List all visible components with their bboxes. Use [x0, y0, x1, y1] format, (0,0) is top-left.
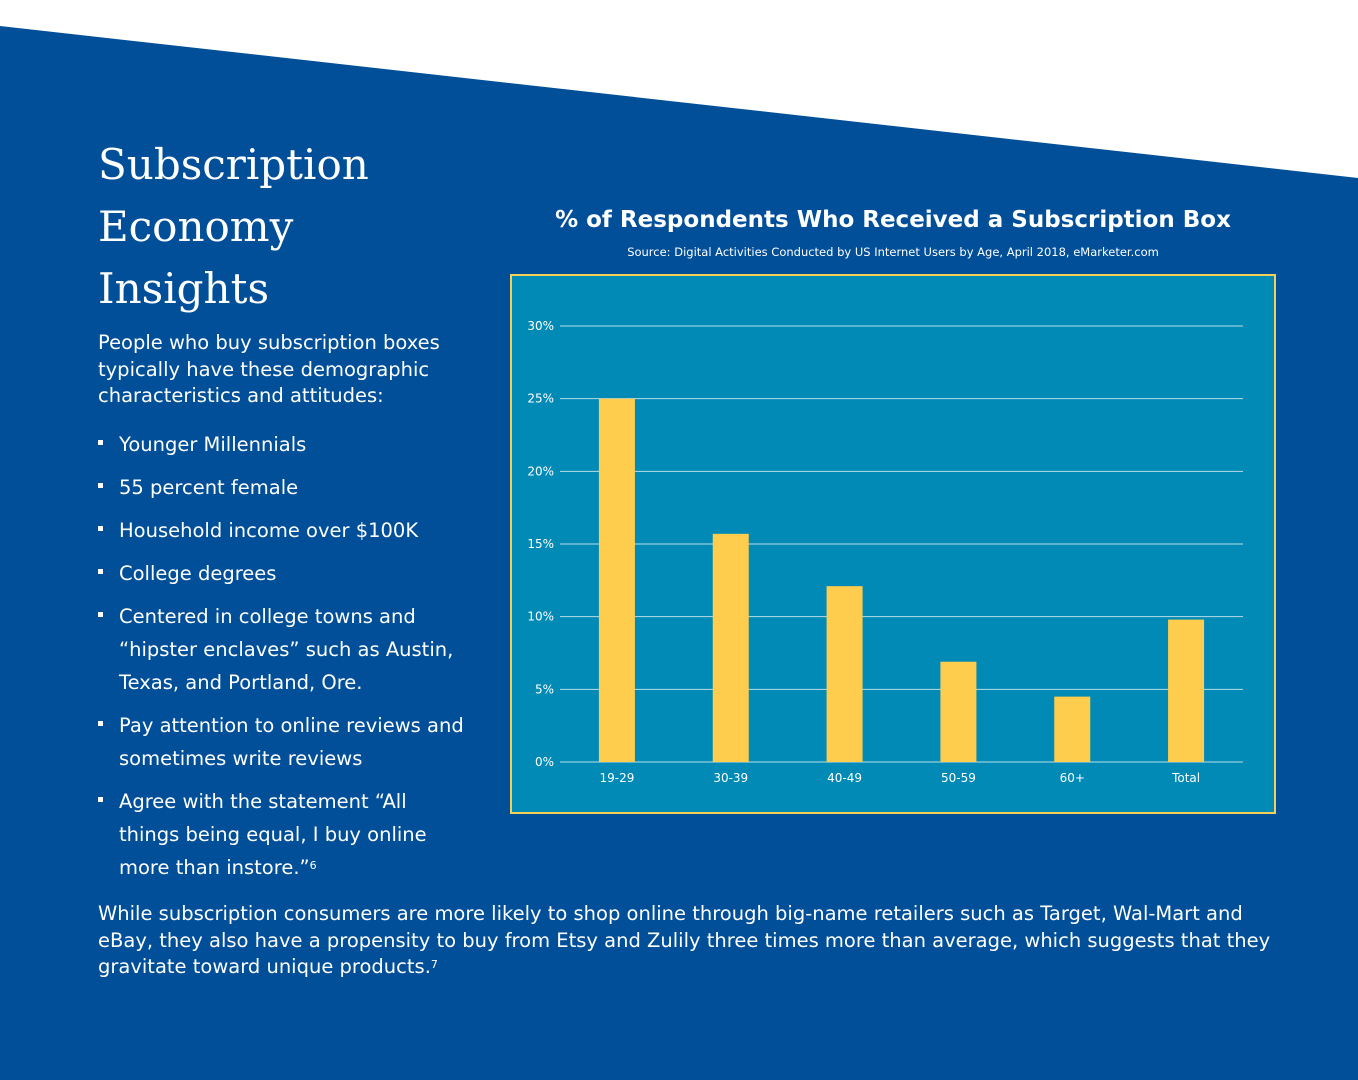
list-item: Centered in college towns and “hipster e… [98, 600, 468, 699]
title-line-1: Subscription [98, 140, 369, 189]
list-item: Pay attention to online reviews and some… [98, 709, 468, 775]
x-tick-label: 40-49 [827, 771, 862, 785]
x-tick-label: 19-29 [599, 771, 634, 785]
footnote-6: 6 [309, 859, 317, 872]
characteristics-list: Younger Millennials 55 percent female Ho… [98, 428, 468, 894]
y-tick-label: 15% [527, 537, 554, 551]
title-line-3: Insights [98, 264, 269, 313]
list-item: 55 percent female [98, 471, 468, 504]
bar-50-59 [940, 661, 977, 762]
bars [598, 398, 1205, 762]
list-item-text: Pay attention to online reviews and some… [119, 714, 464, 770]
bullet-square-icon [98, 526, 103, 531]
y-tick-label: 30% [527, 319, 554, 333]
bullet-square-icon [98, 483, 103, 488]
list-item-text: Agree with the statement “All things bei… [119, 790, 427, 879]
title-line-2: Economy [98, 202, 294, 251]
y-tick-label: 20% [527, 464, 554, 478]
list-item-text: Centered in college towns and “hipster e… [119, 605, 454, 694]
bar-chart: 0% 5% 10% 15% 20% 25% 30% 19-29 30-39 40-49 50-59… [510, 274, 1276, 814]
x-axis-labels: 19-29 30-39 40-49 50-59 60+ Total [599, 771, 1200, 785]
bullet-square-icon [98, 721, 103, 726]
list-item: College degrees [98, 557, 468, 590]
bullet-square-icon [98, 440, 103, 445]
y-tick-label: 5% [535, 682, 554, 696]
footnote-7: 7 [430, 958, 438, 971]
closing-paragraph: While subscription consumers are more li… [98, 901, 1278, 981]
x-tick-label: 50-59 [941, 771, 976, 785]
y-tick-label: 25% [527, 392, 554, 406]
bar-60+ [1054, 696, 1091, 762]
bar-Total [1168, 619, 1205, 762]
gridlines [560, 325, 1243, 763]
bullet-square-icon [98, 569, 103, 574]
chart-title: % of Respondents Who Received a Subscrip… [555, 207, 1231, 233]
bar-40-49 [826, 586, 863, 762]
bar-30-39 [712, 533, 749, 762]
bar-19-29 [598, 398, 635, 762]
x-tick-label: 30-39 [713, 771, 748, 785]
list-item-text: Household income over $100K [119, 519, 419, 542]
list-item: Agree with the statement “All things bei… [98, 785, 468, 884]
x-tick-label: 60+ [1060, 771, 1085, 785]
chart-source: Source: Digital Activities Conducted by … [627, 245, 1159, 259]
page-title: Subscription Economy Insights [98, 134, 458, 320]
list-item: Household income over $100K [98, 514, 468, 547]
closing-text: While subscription consumers are more li… [98, 902, 1271, 978]
list-item-text: 55 percent female [119, 476, 299, 499]
intro-paragraph: People who buy subscription boxes typica… [98, 331, 440, 407]
bullet-square-icon [98, 612, 103, 617]
y-tick-label: 10% [527, 610, 554, 624]
bullet-square-icon [98, 797, 103, 802]
list-item-text: College degrees [119, 562, 277, 585]
y-tick-label: 0% [535, 755, 554, 769]
list-item-text: Younger Millennials [119, 433, 307, 456]
x-tick-label: Total [1171, 771, 1200, 785]
list-item: Younger Millennials [98, 428, 468, 461]
y-axis-labels: 0% 5% 10% 15% 20% 25% 30% [527, 319, 554, 769]
